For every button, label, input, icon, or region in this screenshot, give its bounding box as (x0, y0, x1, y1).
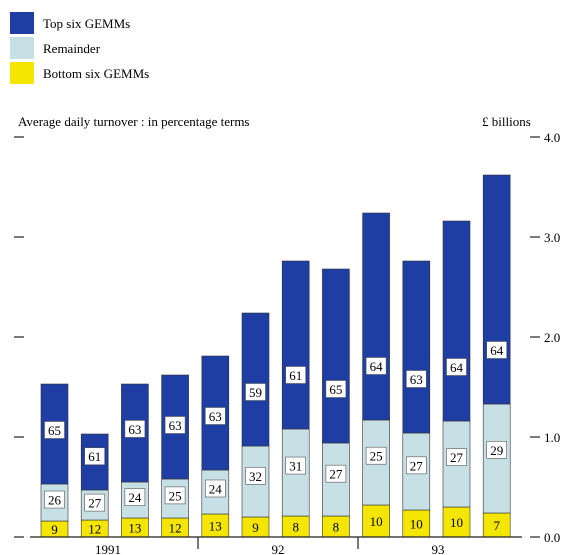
data-label-box (365, 357, 387, 375)
data-label-box (44, 421, 65, 439)
data-label-box (205, 407, 226, 425)
bar-segment (322, 268, 350, 444)
data-label: 25 (169, 488, 182, 503)
data-label-box (245, 467, 266, 485)
bar-segment (402, 260, 431, 434)
bar-segment (442, 220, 471, 422)
legend-swatch (10, 12, 34, 34)
data-label: 13 (128, 521, 141, 536)
data-label-box (285, 366, 307, 384)
data-label: 63 (169, 418, 182, 433)
data-label-box (164, 486, 186, 505)
data-label-box (325, 380, 347, 398)
data-label: 29 (490, 443, 503, 458)
data-label: 24 (209, 481, 223, 496)
axes: 0.0 1.0 2.0 3.0 4.0 (14, 130, 560, 545)
data-label-box (405, 456, 427, 475)
data-label: 26 (48, 493, 62, 508)
bar-segment (482, 512, 511, 538)
data-label: 63 (128, 422, 141, 437)
y-tick-label: 1.0 (544, 430, 560, 445)
x-group-label: 93 (432, 542, 445, 555)
data-label: 61 (88, 449, 101, 464)
y-tick-label: 3.0 (544, 230, 560, 245)
data-label: 8 (292, 520, 299, 535)
data-label-box (446, 358, 467, 376)
data-label: 13 (209, 519, 222, 534)
bar-segment (241, 312, 270, 447)
data-label: 61 (289, 368, 302, 383)
chart-title: Average daily turnover : in percentage t… (18, 114, 250, 129)
data-label: 63 (209, 409, 222, 424)
data-label: 27 (88, 496, 102, 511)
data-label: 25 (370, 449, 383, 464)
data-label-box (325, 464, 347, 483)
data-label: 12 (169, 521, 182, 536)
bar-segment (482, 174, 511, 405)
legend-label: Top six GEMMs (43, 16, 130, 31)
data-label-box (486, 341, 508, 359)
data-label: 8 (333, 520, 340, 535)
data-label: 10 (370, 514, 383, 529)
data-label: 27 (450, 450, 464, 465)
legend-label: Bottom six GEMMs (43, 66, 149, 81)
data-label: 64 (370, 359, 384, 374)
data-label: 64 (490, 343, 504, 358)
data-label-box (84, 493, 105, 512)
x-group-label: 1991 (95, 542, 121, 555)
y-tick-label: 2.0 (544, 330, 560, 345)
data-label-box (285, 456, 307, 475)
data-label: 32 (249, 469, 262, 484)
data-label: 9 (252, 520, 259, 535)
x-axis: 1991 92 93 (30, 536, 522, 555)
legend: Top six GEMMs Remainder Bottom six GEMMs (10, 12, 149, 84)
bar-segment (281, 260, 310, 430)
data-label: 65 (329, 382, 342, 397)
data-label-box (164, 416, 186, 434)
data-label: 10 (410, 517, 423, 532)
data-label-box (205, 479, 226, 498)
data-label-box (365, 446, 387, 465)
data-label: 7 (493, 518, 500, 533)
legend-swatch (10, 62, 34, 84)
data-label: 31 (289, 459, 302, 474)
x-group-label: 92 (272, 542, 285, 555)
data-label: 27 (410, 458, 424, 473)
data-label: 9 (51, 522, 58, 537)
data-label-box (124, 488, 146, 506)
data-label: 27 (329, 467, 343, 482)
legend-label: Remainder (43, 41, 101, 56)
data-label: 59 (249, 385, 262, 400)
data-label: 63 (410, 372, 423, 387)
data-label: 24 (128, 490, 142, 505)
data-label: 64 (450, 360, 464, 375)
y-axis-unit-label: £ billions (482, 114, 531, 129)
data-label-box (124, 420, 146, 438)
data-label: 65 (48, 423, 61, 438)
data-label-box (446, 448, 467, 466)
bar-segment (362, 504, 390, 538)
data-label-box (486, 440, 508, 459)
data-label: 12 (88, 522, 101, 537)
bar-segment (362, 212, 390, 421)
data-label-box (44, 490, 65, 509)
y-tick-label: 4.0 (544, 130, 560, 145)
data-label-box (245, 383, 266, 401)
data-label-box (405, 370, 427, 388)
data-label-box (84, 447, 105, 466)
y-tick-label: 0.0 (544, 530, 560, 545)
data-label: 10 (450, 515, 463, 530)
legend-swatch (10, 37, 34, 59)
bars: 9 26 65 12 27 61 13 24 63 12 25 63 13 24 63 9 32 59 8 31 61 8… (40, 174, 511, 538)
